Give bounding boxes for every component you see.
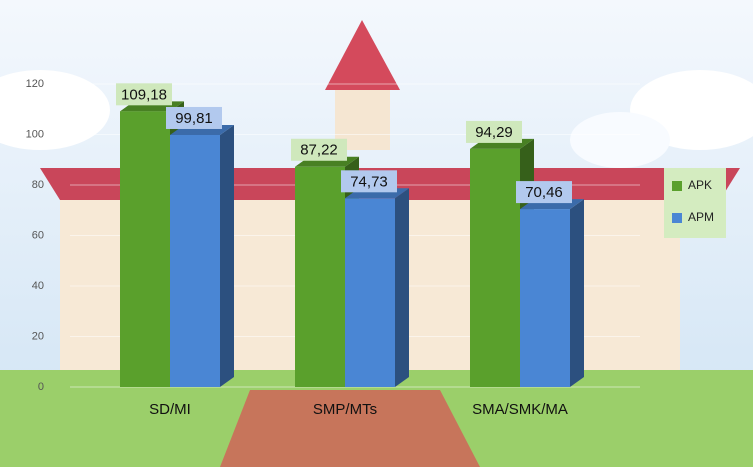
bar: [295, 167, 345, 387]
value-label: 94,29: [475, 124, 513, 141]
bar-side: [395, 188, 409, 387]
y-tick-label: 100: [26, 128, 44, 140]
chart: 0 20 40 60 80 100 120 SD/MI SMP/MTs SMA/SMK/MA 109…: [0, 0, 753, 467]
value-label: 109,18: [121, 86, 167, 103]
y-tick-label: 20: [32, 330, 44, 342]
value-label: 70,46: [525, 184, 563, 201]
y-tick-label: 60: [32, 229, 44, 241]
legend-label: APM: [688, 210, 714, 224]
legend-label: APK: [688, 178, 712, 192]
value-label: 99,81: [175, 110, 213, 127]
bar: [120, 111, 170, 387]
bar: [470, 149, 520, 387]
x-tick-label: SD/MI: [149, 401, 191, 418]
legend-swatch: [672, 181, 682, 191]
bar: [345, 198, 395, 387]
legend-swatch: [672, 213, 682, 223]
value-label: 74,73: [350, 173, 388, 190]
y-tick-label: 80: [32, 179, 44, 191]
y-tick-label: 120: [26, 78, 44, 90]
legend: APK APM: [664, 168, 726, 238]
y-tick-label: 40: [32, 280, 44, 292]
bar: [520, 209, 570, 387]
page: 0 20 40 60 80 100 120 SD/MI SMP/MTs SMA/SMK/MA 109…: [0, 0, 753, 467]
bar: [170, 135, 220, 387]
bar-side: [220, 125, 234, 387]
x-tick-label: SMP/MTs: [313, 401, 377, 418]
value-label: 87,22: [300, 142, 338, 159]
bar-side: [570, 199, 584, 387]
y-tick-label: 0: [38, 381, 44, 393]
x-tick-label: SMA/SMK/MA: [472, 401, 568, 418]
